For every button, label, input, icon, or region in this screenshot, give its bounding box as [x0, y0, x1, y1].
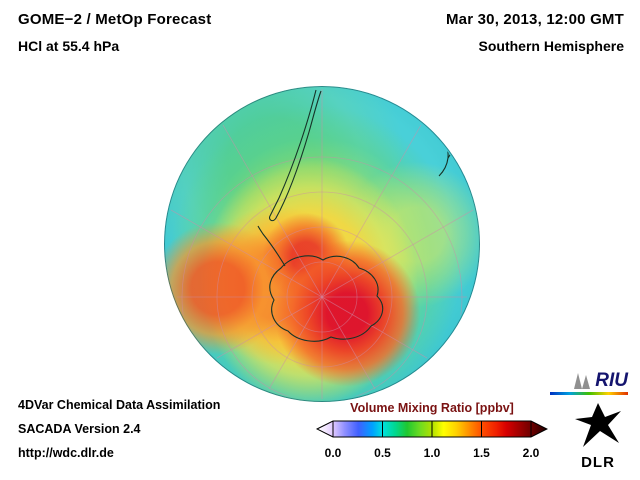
colorbar-gradient — [315, 420, 549, 438]
coast-africa-east — [447, 123, 466, 159]
datetime-label: Mar 30, 2013, 12:00 GMT — [445, 11, 624, 28]
dlr-logo: DLR — [568, 403, 628, 471]
footer-credits: 4DVar Chemical Data Assimilation SACADA … — [18, 398, 220, 470]
coast-africa — [436, 115, 449, 177]
coast-south-america — [269, 89, 322, 222]
coast-antarctic-peninsula — [257, 225, 286, 267]
coast-antarctica — [269, 255, 384, 342]
hemisphere-globe — [164, 86, 480, 402]
colorbar: Volume Mixing Ratio [ppbv] — [315, 401, 549, 460]
tick-label-1: 0.5 — [374, 446, 391, 460]
riu-logo-underline — [550, 392, 628, 395]
graticule-parallels — [181, 156, 463, 400]
version-label: SACADA Version 2.4 — [18, 422, 141, 436]
region-label: Southern Hemisphere — [478, 38, 624, 54]
header-left: GOME−2 / MetOp Forecast HCl at 55.4 hPa — [18, 11, 211, 54]
tick-label-4: 2.0 — [522, 446, 540, 460]
colorbar-tick-marks — [332, 421, 532, 437]
product-title: GOME−2 / MetOp Forecast — [18, 11, 212, 28]
graticule-coastlines — [170, 89, 474, 400]
tick-label-2: 1.0 — [423, 446, 441, 460]
assimilation-label: 4DVar Chemical Data Assimilation — [18, 398, 221, 412]
colorbar-title: Volume Mixing Ratio [ppbv] — [350, 401, 514, 415]
cathedral-icon — [574, 373, 591, 389]
riu-logo: RIU — [550, 371, 628, 395]
riu-logo-text: RIU — [595, 370, 628, 391]
dlr-logo-text: DLR — [581, 454, 615, 471]
species-level: HCl at 55.4 hPa — [18, 38, 120, 54]
graticule-meridians — [170, 89, 474, 399]
dlr-emblem-icon — [575, 403, 621, 447]
url-label: http://wdc.dlr.de — [18, 446, 114, 460]
tick-label-3: 1.5 — [473, 446, 490, 460]
colorbar-tick-labels: 0.0 0.5 1.0 1.5 2.0 — [316, 446, 548, 460]
header-right: Mar 30, 2013, 12:00 GMT Southern Hemisph… — [446, 11, 624, 54]
coastlines — [257, 89, 466, 342]
tick-label-0: 0.0 — [324, 446, 342, 460]
